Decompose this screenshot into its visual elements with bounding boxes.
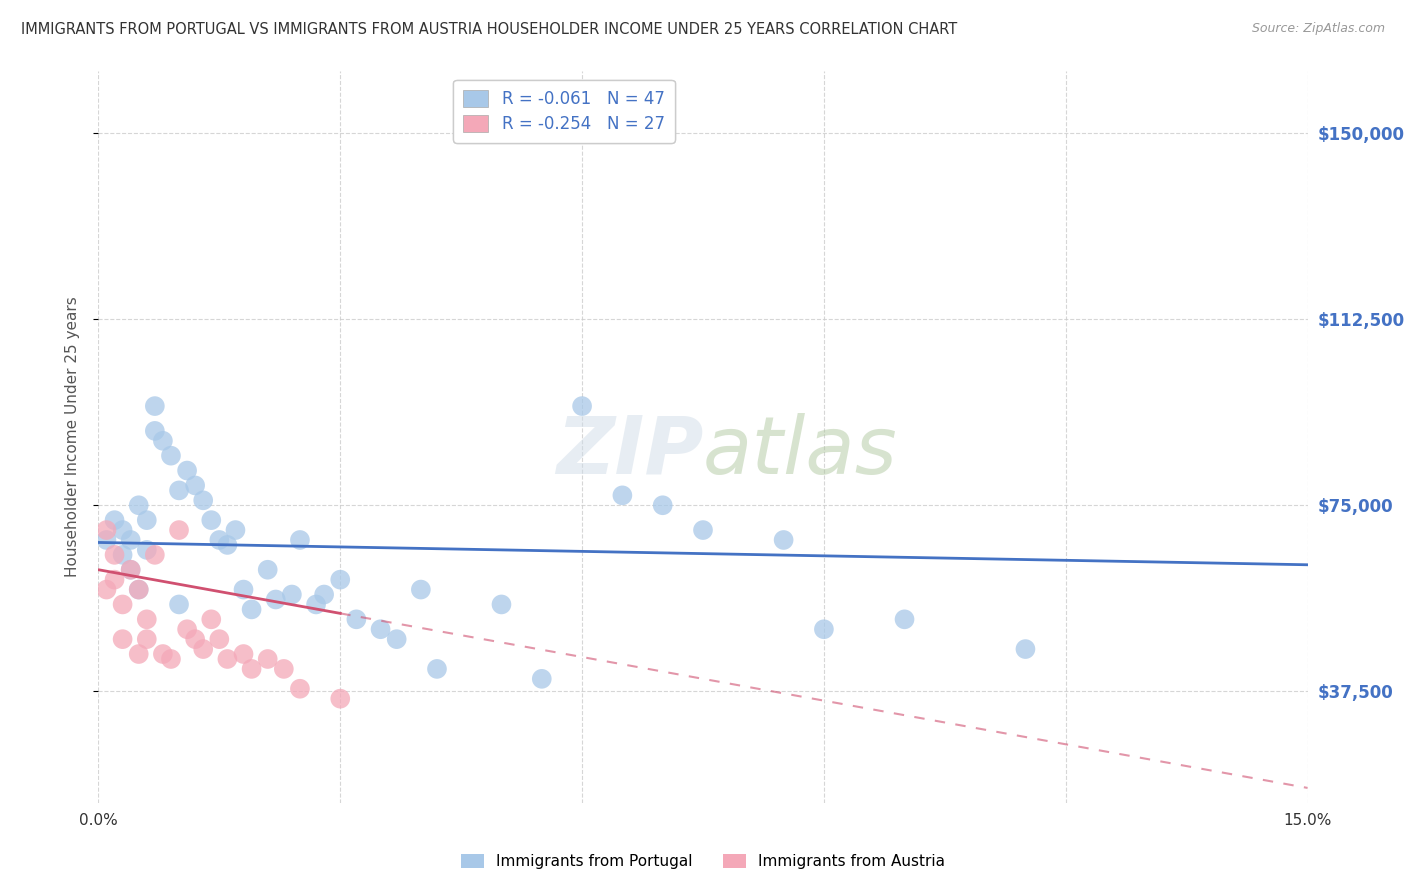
- Point: [385, 632, 408, 647]
- Point: [111, 632, 134, 647]
- Point: [240, 602, 263, 616]
- Point: [772, 533, 794, 547]
- Point: [491, 598, 513, 612]
- Point: [344, 612, 367, 626]
- Point: [813, 622, 835, 636]
- Point: [217, 652, 239, 666]
- Point: [692, 523, 714, 537]
- Point: [128, 647, 150, 661]
- Point: [128, 582, 150, 597]
- Text: atlas: atlas: [703, 413, 898, 491]
- Point: [273, 662, 295, 676]
- Point: [167, 523, 190, 537]
- Y-axis label: Householder Income Under 25 years: Householder Income Under 25 years: [65, 297, 80, 577]
- Point: [232, 582, 254, 597]
- Point: [103, 513, 125, 527]
- Point: [160, 652, 183, 666]
- Point: [103, 548, 125, 562]
- Point: [135, 632, 157, 647]
- Point: [184, 632, 207, 647]
- Point: [426, 662, 449, 676]
- Point: [288, 533, 311, 547]
- Point: [305, 598, 328, 612]
- Point: [135, 542, 157, 557]
- Point: [111, 523, 134, 537]
- Text: IMMIGRANTS FROM PORTUGAL VS IMMIGRANTS FROM AUSTRIA HOUSEHOLDER INCOME UNDER 25 : IMMIGRANTS FROM PORTUGAL VS IMMIGRANTS F…: [21, 22, 957, 37]
- Point: [135, 513, 157, 527]
- Point: [288, 681, 311, 696]
- Point: [208, 632, 231, 647]
- Point: [893, 612, 915, 626]
- Point: [224, 523, 246, 537]
- Point: [193, 493, 215, 508]
- Point: [120, 563, 142, 577]
- Point: [143, 548, 166, 562]
- Text: ZIP: ZIP: [555, 413, 703, 491]
- Point: [103, 573, 125, 587]
- Text: Source: ZipAtlas.com: Source: ZipAtlas.com: [1251, 22, 1385, 36]
- Point: [167, 598, 190, 612]
- Point: [143, 399, 166, 413]
- Point: [193, 642, 215, 657]
- Point: [128, 498, 150, 512]
- Point: [264, 592, 287, 607]
- Point: [176, 622, 198, 636]
- Point: [571, 399, 593, 413]
- Point: [111, 598, 134, 612]
- Point: [217, 538, 239, 552]
- Legend: Immigrants from Portugal, Immigrants from Austria: Immigrants from Portugal, Immigrants fro…: [454, 848, 952, 875]
- Point: [96, 533, 118, 547]
- Point: [96, 523, 118, 537]
- Point: [128, 582, 150, 597]
- Point: [200, 513, 222, 527]
- Point: [240, 662, 263, 676]
- Point: [1014, 642, 1036, 657]
- Point: [208, 533, 231, 547]
- Point: [314, 588, 336, 602]
- Point: [530, 672, 553, 686]
- Point: [409, 582, 432, 597]
- Point: [329, 573, 352, 587]
- Point: [200, 612, 222, 626]
- Point: [256, 652, 278, 666]
- Point: [152, 434, 174, 448]
- Point: [143, 424, 166, 438]
- Point: [135, 612, 157, 626]
- Point: [281, 588, 304, 602]
- Point: [111, 548, 134, 562]
- Point: [120, 563, 142, 577]
- Point: [256, 563, 278, 577]
- Point: [152, 647, 174, 661]
- Point: [160, 449, 183, 463]
- Point: [176, 464, 198, 478]
- Point: [329, 691, 352, 706]
- Point: [612, 488, 634, 502]
- Point: [232, 647, 254, 661]
- Point: [184, 478, 207, 492]
- Point: [370, 622, 392, 636]
- Point: [96, 582, 118, 597]
- Point: [120, 533, 142, 547]
- Point: [167, 483, 190, 498]
- Point: [651, 498, 673, 512]
- Legend: R = -0.061   N = 47, R = -0.254   N = 27: R = -0.061 N = 47, R = -0.254 N = 27: [453, 79, 675, 143]
